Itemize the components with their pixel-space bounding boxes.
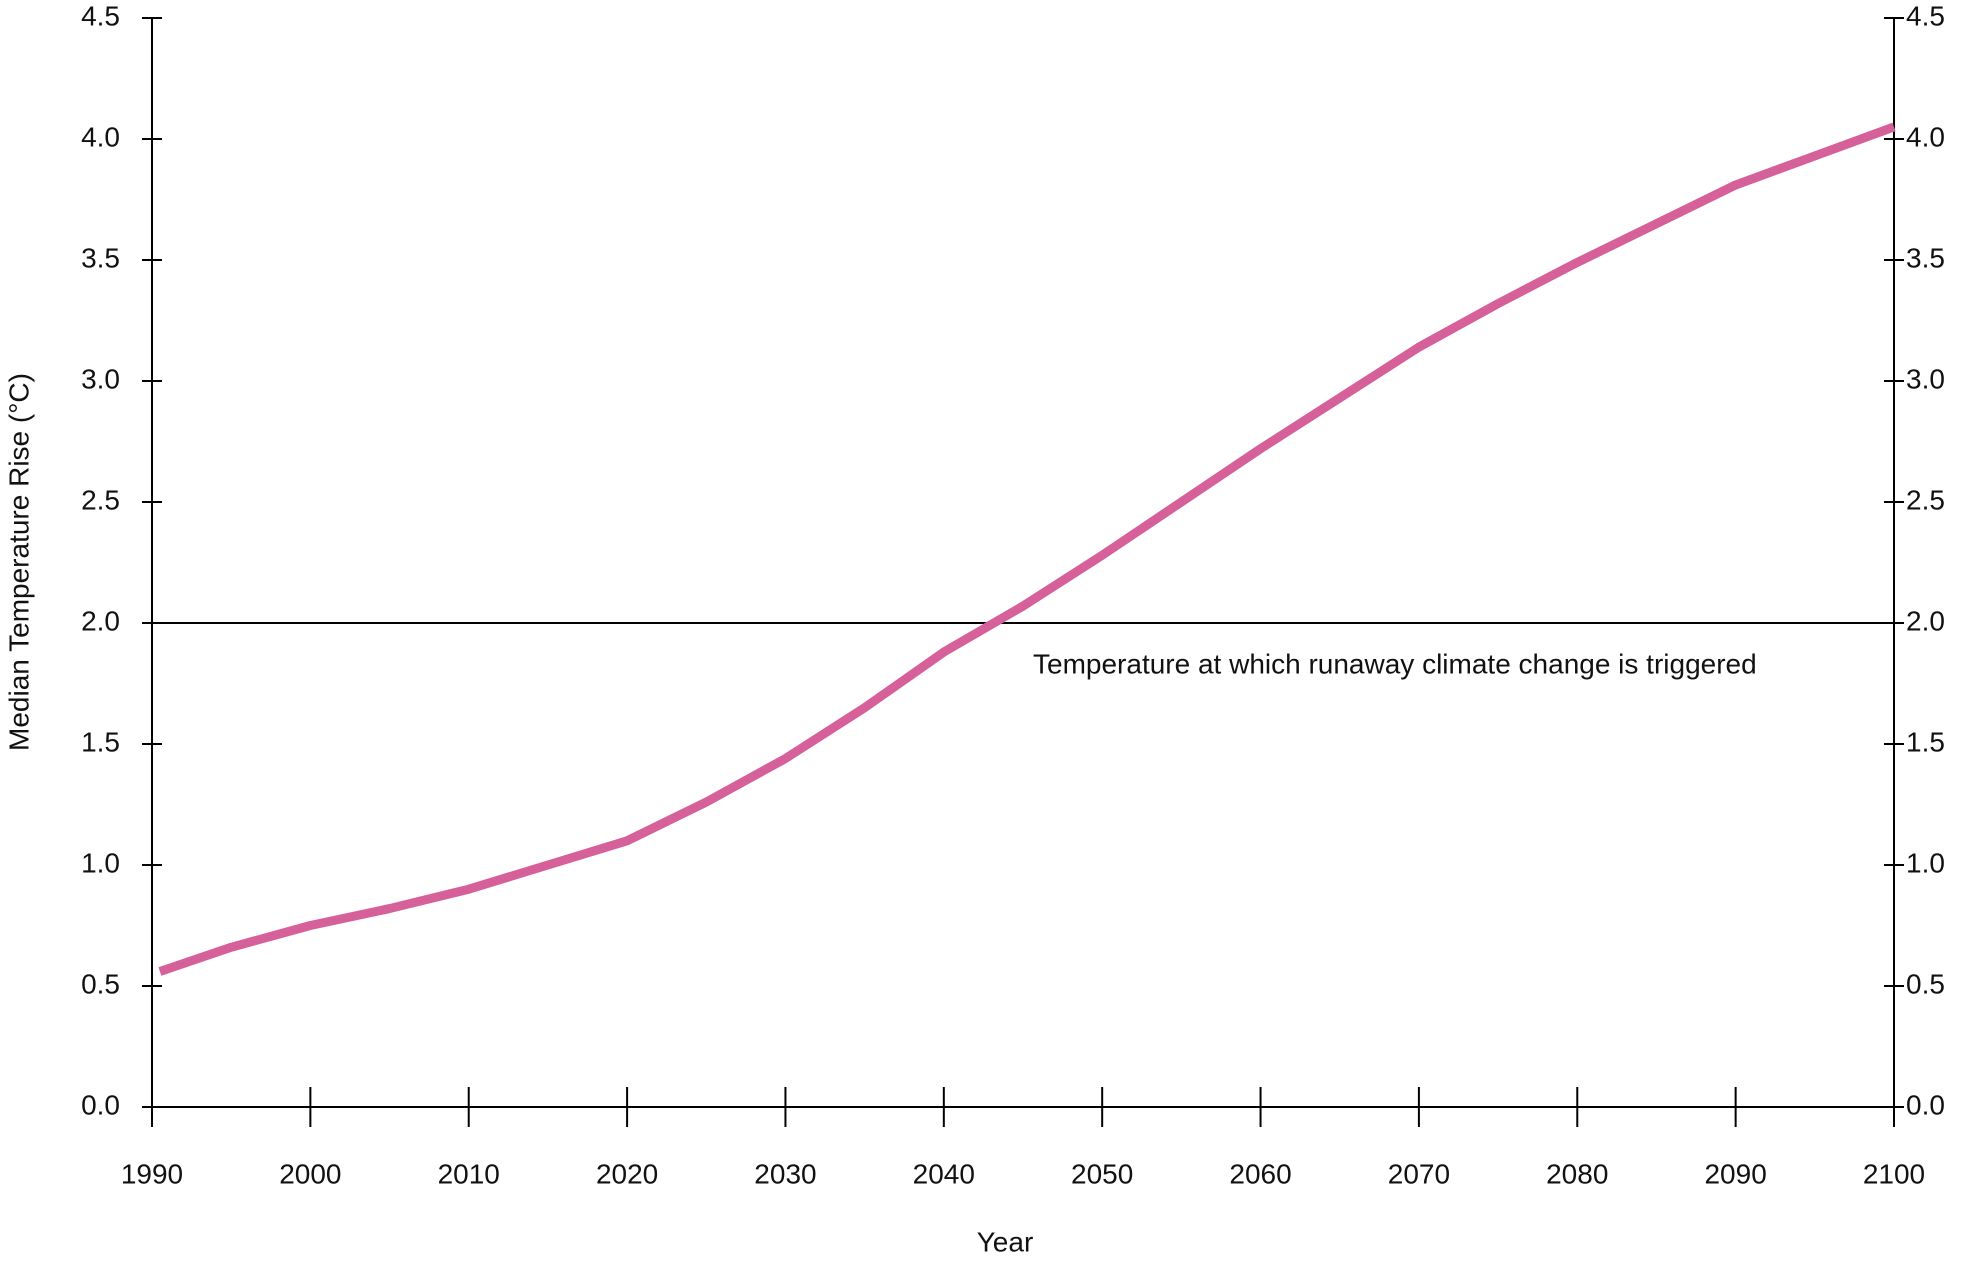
y-tick-label: 0.0 bbox=[81, 1089, 120, 1120]
y-tick-label: 1.5 bbox=[81, 726, 120, 757]
y2-tick-label: 1.5 bbox=[1906, 726, 1945, 757]
y-tick-label: 3.5 bbox=[81, 242, 120, 273]
y2-tick-label: 3.0 bbox=[1906, 363, 1945, 394]
y-tick-label: 2.0 bbox=[81, 605, 120, 636]
x-tick-label: 2090 bbox=[1704, 1158, 1766, 1189]
y-tick-label: 2.5 bbox=[81, 484, 120, 515]
y2-tick-label: 2.5 bbox=[1906, 484, 1945, 515]
reference-label: Temperature at which runaway climate cha… bbox=[1033, 648, 1757, 679]
x-tick-label: 2040 bbox=[913, 1158, 975, 1189]
y-tick-label: 0.5 bbox=[81, 968, 120, 999]
y2-tick-label: 1.0 bbox=[1906, 847, 1945, 878]
y-tick-label: 1.0 bbox=[81, 847, 120, 878]
x-tick-label: 2060 bbox=[1229, 1158, 1291, 1189]
x-tick-label: 2030 bbox=[754, 1158, 816, 1189]
y-tick-label: 4.5 bbox=[81, 0, 120, 31]
y2-tick-label: 4.5 bbox=[1906, 0, 1945, 31]
y2-tick-label: 4.0 bbox=[1906, 121, 1945, 152]
x-tick-label: 2050 bbox=[1071, 1158, 1133, 1189]
y2-tick-label: 3.5 bbox=[1906, 242, 1945, 273]
x-tick-label: 2100 bbox=[1863, 1158, 1925, 1189]
y-tick-label: 4.0 bbox=[81, 121, 120, 152]
x-tick-label: 2080 bbox=[1546, 1158, 1608, 1189]
x-tick-label: 2020 bbox=[596, 1158, 658, 1189]
x-tick-label: 2070 bbox=[1388, 1158, 1450, 1189]
x-tick-label: 2010 bbox=[438, 1158, 500, 1189]
x-tick-label: 1990 bbox=[121, 1158, 183, 1189]
x-axis-label: Year bbox=[977, 1226, 1034, 1257]
y-axis-label: Median Temperature Rise (°C) bbox=[3, 373, 34, 751]
y2-tick-label: 2.0 bbox=[1906, 605, 1945, 636]
x-tick-label: 2000 bbox=[279, 1158, 341, 1189]
y2-tick-label: 0.5 bbox=[1906, 968, 1945, 999]
data-line bbox=[158, 122, 1896, 976]
y-tick-label: 3.0 bbox=[81, 363, 120, 394]
y2-tick-label: 0.0 bbox=[1906, 1089, 1945, 1120]
